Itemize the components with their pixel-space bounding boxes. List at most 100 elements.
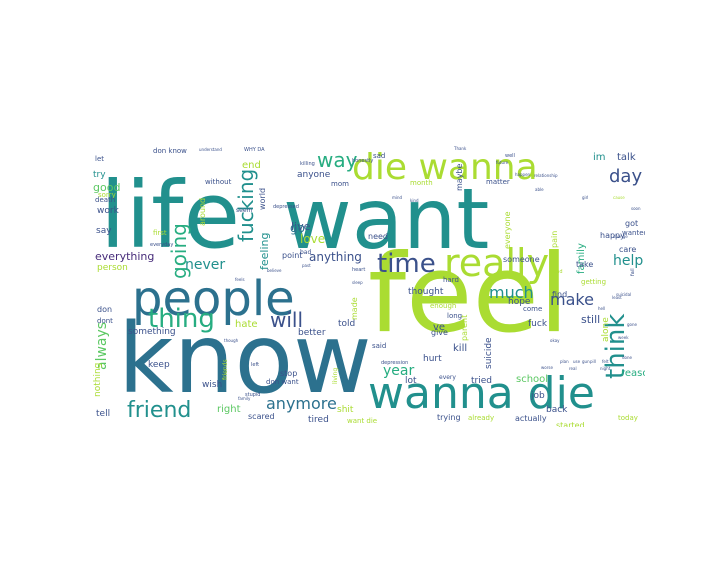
- word-mom-86: mom: [331, 180, 349, 188]
- word-future-122: future: [496, 160, 509, 165]
- word-anything-25: anything: [309, 250, 362, 264]
- word-something-49: something: [128, 327, 176, 337]
- word-don-70: don: [97, 305, 112, 314]
- word-stop-69: stop: [280, 369, 297, 378]
- word-maybe-87: maybe: [455, 163, 464, 191]
- word-thank-123: Thank: [453, 146, 467, 151]
- word-hell-153: hell: [598, 306, 605, 311]
- word-say-46: say: [96, 226, 112, 236]
- word-want-1: want: [283, 170, 489, 268]
- word-pill-157: pill: [590, 359, 596, 364]
- word-friends-113: friends: [222, 359, 229, 380]
- word-without-96: without: [205, 178, 232, 186]
- word-feels-136: feels: [235, 277, 245, 282]
- word-keep-51: keep: [148, 360, 170, 370]
- word-life-0: life: [100, 162, 240, 269]
- word-parent-61: parent: [460, 315, 469, 341]
- word-scared-68: scared: [248, 412, 275, 421]
- word-ve-35: ve: [433, 322, 445, 333]
- word-use-155: use: [573, 359, 581, 364]
- word-time-8: time: [377, 249, 436, 279]
- word-right-41: right: [217, 404, 241, 415]
- word-everyone-82: everyone: [503, 211, 512, 249]
- word-fail-131: fail: [630, 268, 636, 276]
- word-relationship-144: relationship: [534, 173, 558, 178]
- word-depression-117: depression: [381, 360, 408, 366]
- word-suicide-59: suicide: [484, 337, 494, 369]
- word-feel-2: feel: [368, 232, 569, 357]
- word-everyday-119: everyday: [150, 242, 173, 248]
- word-dead-132: dead: [550, 269, 563, 275]
- word-enough-102: enough: [430, 302, 456, 310]
- word-point-90: point: [282, 251, 302, 260]
- word-much-17: much: [489, 283, 534, 302]
- word-work-47: work: [97, 206, 120, 216]
- word-fuck-60: fuck: [528, 319, 548, 329]
- word-always-24: always: [94, 322, 110, 370]
- word-seem-112: seem: [236, 207, 253, 214]
- word-live-29: live: [291, 220, 311, 233]
- word-okay-130: okay: [550, 338, 560, 343]
- word-job-43: job: [530, 391, 545, 401]
- word-said-101: said: [372, 342, 386, 350]
- word-im-31: im: [593, 152, 606, 163]
- word-cloud: life want feel know people wanna die die wanna…: [90, 144, 645, 427]
- word-go-30: go: [290, 221, 305, 235]
- word-know-3: know: [118, 303, 372, 415]
- word-stupid-115: stupid: [245, 392, 260, 398]
- word-matter-88: matter: [486, 178, 510, 186]
- word-though-138: though: [224, 338, 239, 343]
- word-plan-154: plan: [560, 359, 569, 364]
- word-first-110: first: [153, 229, 167, 237]
- word-give-100: give: [431, 328, 448, 337]
- word-thought-58: thought: [408, 287, 444, 297]
- word-why-da-159: WHY DA: [244, 147, 265, 153]
- word-living-114: living: [332, 368, 339, 384]
- word-hurt-57: hurt: [423, 354, 442, 364]
- word-month-89: month: [410, 179, 433, 187]
- word-day-16: day: [609, 166, 642, 187]
- word-anymore-21: anymore: [266, 394, 337, 413]
- word-try-45: try: [93, 170, 106, 180]
- word-hard-109: hard: [443, 276, 459, 284]
- word-night-158: night: [600, 366, 611, 371]
- word-let-98: let: [95, 155, 104, 163]
- word-got-75: got: [625, 219, 638, 228]
- word-never-22: never: [185, 257, 225, 273]
- word-year-20: year: [383, 363, 414, 379]
- word-every-104: every: [439, 374, 456, 381]
- word-way-15: way: [317, 148, 358, 172]
- word-love-28: love: [300, 232, 325, 246]
- word-told-54: told: [338, 319, 355, 329]
- word-hope-56: hope: [508, 297, 531, 307]
- word-depressed-116: depressed: [273, 204, 299, 210]
- word-help-19: help: [613, 253, 643, 269]
- word-long-103: long: [447, 312, 462, 320]
- word-gun-156: gun: [582, 359, 590, 364]
- word-will-12: will: [270, 308, 303, 332]
- word-well-124: well: [505, 153, 515, 159]
- word-past-137: past: [302, 263, 311, 268]
- word-wanted-76: wanted: [622, 229, 645, 237]
- word-pain-83: pain: [550, 231, 559, 248]
- word-death-97: death: [95, 196, 115, 204]
- word-tell-44: tell: [96, 409, 110, 419]
- word-think-10: think: [601, 314, 631, 379]
- word-tired-67: tired: [308, 415, 329, 425]
- word-talk-32: talk: [617, 152, 636, 163]
- word-thing-9: thing: [148, 304, 215, 334]
- word-world-91: world: [258, 188, 267, 210]
- word-fucking-14: fucking: [234, 169, 258, 242]
- word-dont-71: dont: [97, 317, 113, 325]
- word-take-79: take: [576, 260, 593, 269]
- word-bad-111: bad: [300, 249, 311, 256]
- word-come-78: come: [523, 305, 542, 313]
- word-mind-141: mind: [392, 195, 403, 200]
- word-getting-80: getting: [581, 278, 606, 286]
- word-suicidal-146: suicidal: [616, 292, 631, 297]
- word-anyone-85: anyone: [297, 170, 331, 180]
- word-friend-11: friend: [127, 398, 191, 423]
- word-least-152: least: [612, 295, 622, 300]
- word-able-126: able: [535, 187, 544, 192]
